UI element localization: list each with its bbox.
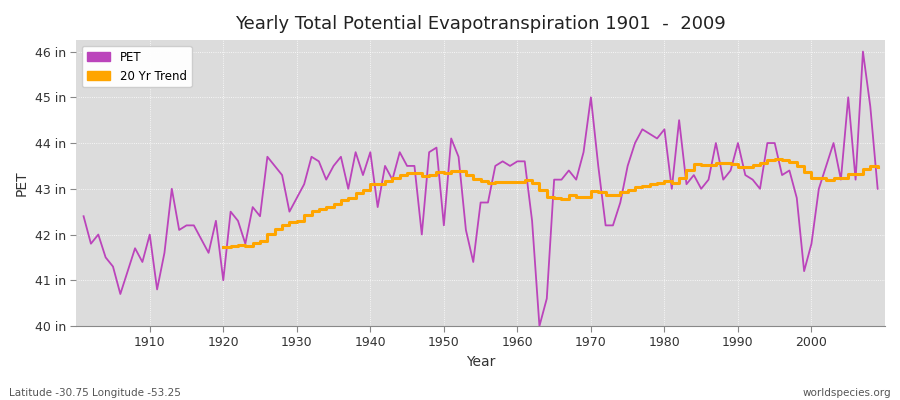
PET [872,186,883,191]
20 Yr Trend [306,208,317,213]
20 Yr Trend [770,156,780,161]
PET [343,186,354,191]
Text: Latitude -30.75 Longitude -53.25: Latitude -30.75 Longitude -53.25 [9,388,181,398]
20 Yr Trend [762,158,773,162]
PET [608,223,618,228]
20 Yr Trend [218,244,229,249]
PET [512,159,523,164]
20 Yr Trend [784,160,795,165]
Title: Yearly Total Potential Evapotranspiration 1901  -  2009: Yearly Total Potential Evapotranspiratio… [235,15,726,33]
X-axis label: Year: Year [466,355,495,369]
Line: 20 Yr Trend: 20 Yr Trend [223,159,878,247]
20 Yr Trend [850,172,861,176]
Text: worldspecies.org: worldspecies.org [803,388,891,398]
20 Yr Trend [674,175,685,180]
PET [534,324,544,328]
PET [505,164,516,168]
PET [137,260,148,264]
PET [78,214,89,219]
20 Yr Trend [417,174,428,179]
Y-axis label: PET: PET [15,170,29,196]
20 Yr Trend [872,164,883,169]
Legend: PET, 20 Yr Trend: PET, 20 Yr Trend [82,46,192,87]
Line: PET: PET [84,52,878,326]
PET [858,49,868,54]
PET [299,182,310,187]
